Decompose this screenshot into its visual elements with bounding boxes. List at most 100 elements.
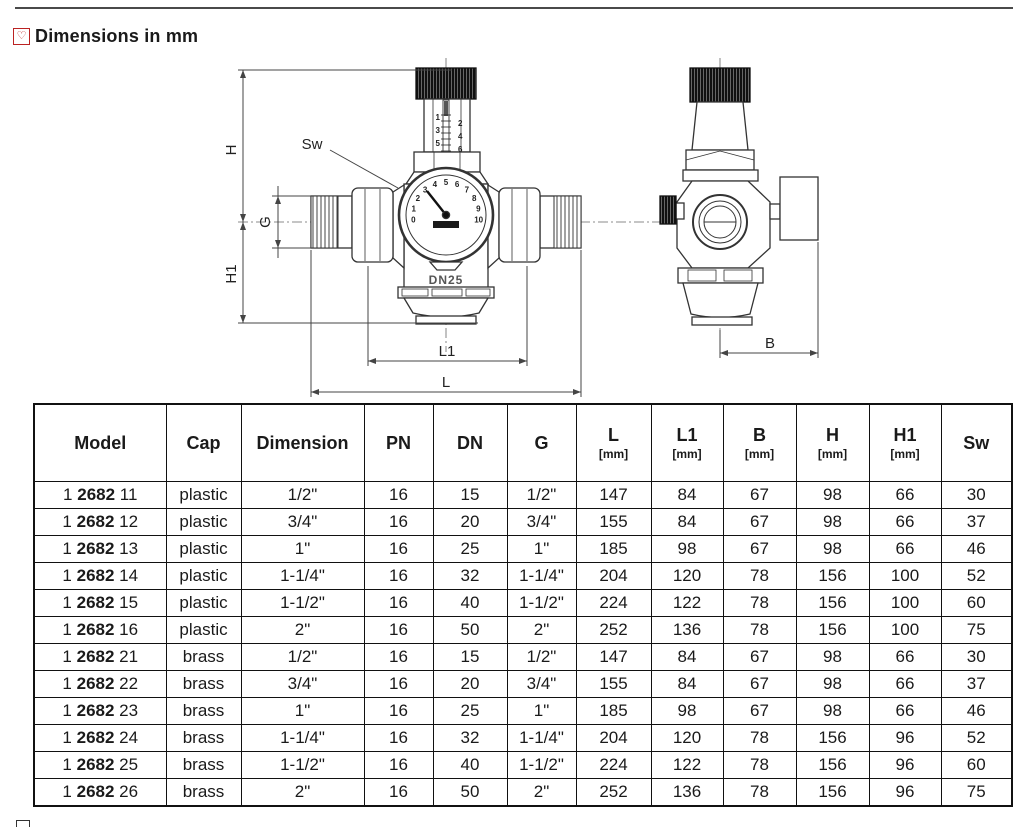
model-cell: 1 2682 26 [33,778,167,807]
column-header-dimension: Dimension [240,403,365,482]
table-cell: 78 [722,589,797,617]
table-cell: 67 [722,481,797,509]
left-union-nut [351,187,394,263]
gauge-number: 5 [444,178,449,187]
table-cell: 37 [940,670,1013,698]
table-cell: 32 [432,562,508,590]
column-header-h1: H1 [mm] [868,403,942,482]
table-cell: 52 [940,562,1013,590]
table-cell: 3/4" [506,508,577,536]
column-header-l: L [mm] [575,403,652,482]
dimensions-table-wrap: Model Cap Dimension PN DN G L [mm] L1 [mm] B [mm] H[… [33,403,1013,807]
table-cell: 25 [432,697,508,725]
table-cell: brass [165,724,242,752]
column-header-dn: DN [432,403,508,482]
bonnet-hex-side [685,149,755,171]
table-cell: 16 [363,778,434,807]
top-divider [15,7,1013,9]
table-cell: 75 [940,778,1013,807]
table-cell: plastic [165,589,242,617]
table-cell: 16 [363,589,434,617]
table-cell: plastic [165,616,242,644]
table-cell: 1" [240,697,365,725]
table-cell: plastic [165,481,242,509]
knob-stem [675,202,685,220]
gauge-number: 0 [411,216,416,225]
table-cell: 204 [575,562,652,590]
column-header-model: Model [33,403,167,482]
table-cell: 52 [940,724,1013,752]
table-cell: 147 [575,643,652,671]
table-cell: 122 [650,589,724,617]
table-cell: 96 [868,778,942,807]
table-cell: 1/2" [240,481,365,509]
page-fragment-icon [16,820,30,827]
table-cell: 98 [795,508,870,536]
table-cell: 156 [795,616,870,644]
table-cell: 16 [363,751,434,779]
table-row: 1 2682 16 plastic 2" 16 50 2" 252 136 78 156 100 75 [33,616,1013,644]
table-cell: 155 [575,670,652,698]
heart-checkbox-icon: ♡ [13,28,30,45]
table-cell: 78 [722,778,797,807]
table-cell: plastic [165,508,242,536]
side-knob [659,195,677,225]
model-cell: 1 2682 16 [33,616,167,644]
table-cell: 136 [650,778,724,807]
dimension-labels: H G H1 Sw L1 L B [223,136,775,391]
right-thread [553,195,582,249]
table-cell: 30 [940,643,1013,671]
table-cell: 46 [940,535,1013,563]
table-cell: 66 [868,697,942,725]
table-cell: 66 [868,508,942,536]
table-row: 1 2682 22 brass 3/4" 16 20 3/4" 155 84 67 98 66 37 [33,670,1013,698]
table-cell: 185 [575,697,652,725]
table-cell: 16 [363,535,434,563]
gauge-number: 4 [433,180,438,189]
gauge-number: 6 [455,180,460,189]
table-cell: 98 [795,697,870,725]
model-cell: 1 2682 11 [33,481,167,509]
filter-bowl-side [682,282,759,319]
table-cell: 1/2" [240,643,365,671]
table-cell: 67 [722,643,797,671]
body-top-flange [682,169,759,182]
model-cell: 1 2682 23 [33,697,167,725]
table-cell: 1/2" [506,643,577,671]
dim-label-l1: L1 [439,343,456,360]
column-header-sw: Sw [940,403,1013,482]
gauge-mount-tab [428,261,464,271]
table-row: 1 2682 12 plastic 3/4" 16 20 3/4" 155 84 67 98 66 3… [33,508,1013,536]
table-cell: 1-1/4" [506,562,577,590]
table-cell: 96 [868,751,942,779]
table-cell: 75 [940,616,1013,644]
column-header-pn: PN [363,403,434,482]
table-cell: 67 [722,535,797,563]
table-cell: 147 [575,481,652,509]
column-header-g: G [506,403,577,482]
table-cell: plastic [165,535,242,563]
table-cell: 84 [650,670,724,698]
table-cell: 120 [650,562,724,590]
bowl-base-front [415,315,477,325]
dim-label-g: G [257,216,274,228]
table-cell: 98 [650,535,724,563]
table-cell: 20 [432,508,508,536]
cap-scale-number: 4 [458,132,463,141]
table-cell: 84 [650,643,724,671]
model-cell: 1 2682 12 [33,508,167,536]
table-cell: brass [165,697,242,725]
cap-scale-number: 6 [458,145,463,154]
table-cell: 100 [868,562,942,590]
table-cell: 120 [650,724,724,752]
table-cell: 122 [650,751,724,779]
table-cell: brass [165,778,242,807]
table-cell: 1-1/4" [240,562,365,590]
gauge-number: 3 [423,185,428,194]
table-cell: 66 [868,670,942,698]
table-cell: 2" [506,616,577,644]
table-cell: 46 [940,697,1013,725]
